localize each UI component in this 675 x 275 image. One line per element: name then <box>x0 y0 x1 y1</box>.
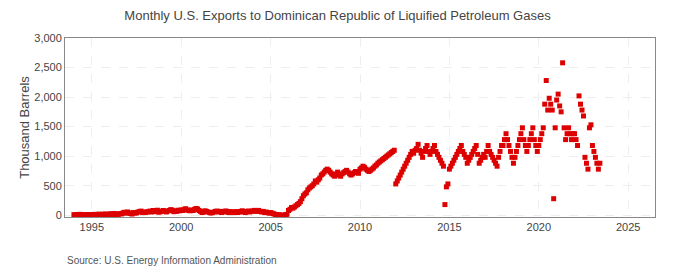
svg-text:2010: 2010 <box>348 221 372 233</box>
svg-text:2000: 2000 <box>169 221 193 233</box>
svg-text:2,500: 2,500 <box>34 61 62 73</box>
svg-text:1,500: 1,500 <box>34 120 62 132</box>
svg-text:1,000: 1,000 <box>34 150 62 162</box>
svg-text:3,000: 3,000 <box>34 32 62 44</box>
svg-text:2020: 2020 <box>527 221 551 233</box>
svg-text:2,000: 2,000 <box>34 91 62 103</box>
svg-text:Source: U.S. Energy Informatio: Source: U.S. Energy Information Administ… <box>67 255 277 266</box>
svg-text:2025: 2025 <box>616 221 640 233</box>
svg-text:1995: 1995 <box>80 221 104 233</box>
svg-text:500: 500 <box>43 180 61 192</box>
svg-text:Thousand Barrels: Thousand Barrels <box>17 76 32 179</box>
svg-text:Monthly U.S. Exports to Domini: Monthly U.S. Exports to Dominican Republ… <box>124 8 551 23</box>
svg-text:2015: 2015 <box>437 221 461 233</box>
svg-text:2005: 2005 <box>258 221 282 233</box>
svg-text:0: 0 <box>56 209 62 221</box>
